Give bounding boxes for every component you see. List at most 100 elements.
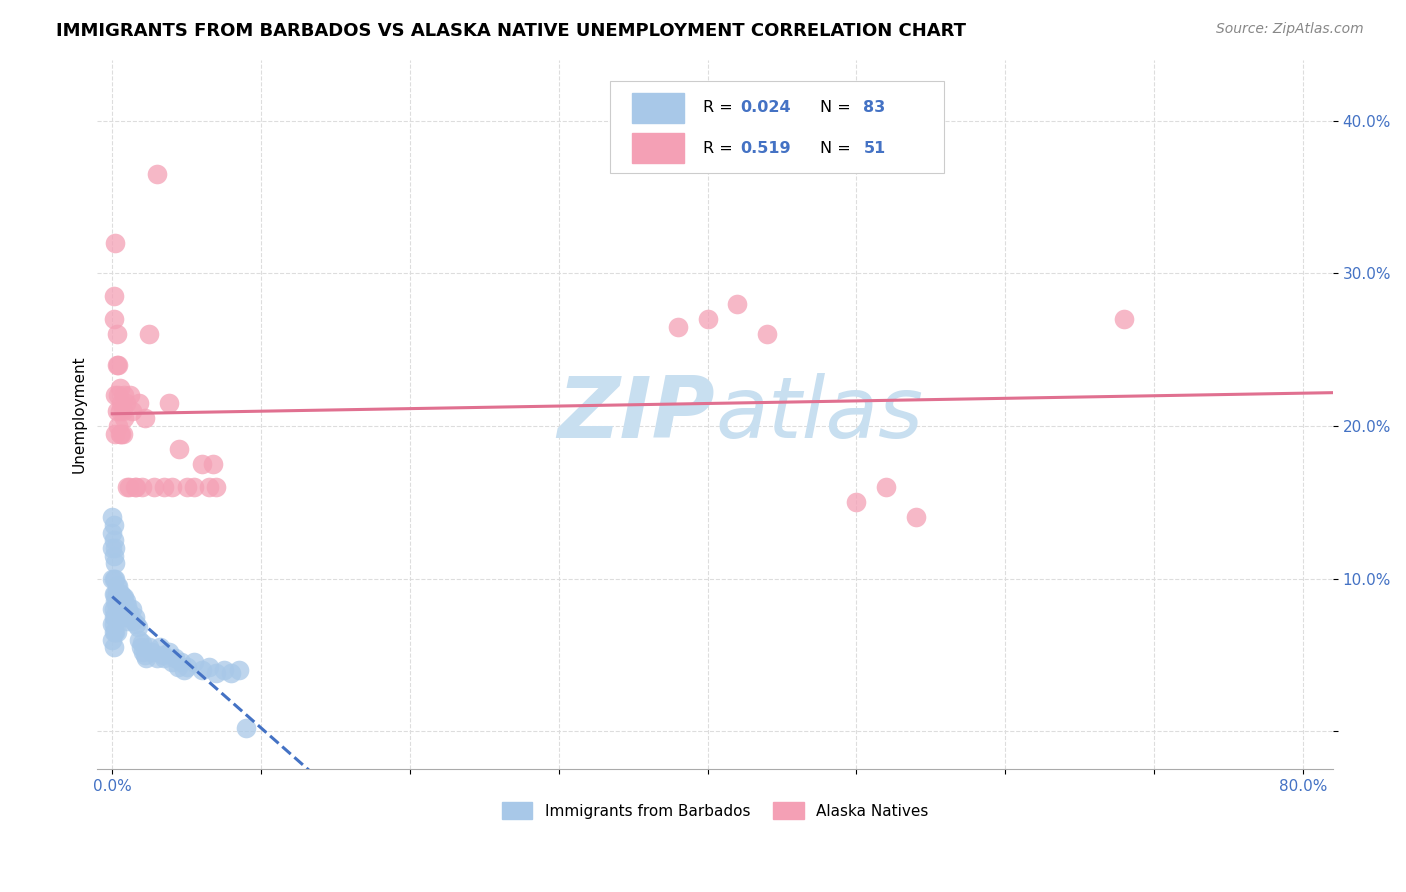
- Point: [104, 572, 127, 586]
- Point: [756, 327, 779, 342]
- FancyBboxPatch shape: [610, 81, 943, 173]
- Text: N =: N =: [820, 141, 856, 156]
- Text: R =: R =: [703, 141, 738, 156]
- Point: [105, 403, 128, 417]
- Point: [107, 594, 129, 608]
- Point: [166, 660, 188, 674]
- Point: [111, 609, 134, 624]
- Point: [205, 666, 228, 681]
- Point: [108, 609, 131, 624]
- Legend: Immigrants from Barbados, Alaska Natives: Immigrants from Barbados, Alaska Natives: [496, 796, 935, 825]
- Point: [115, 614, 138, 628]
- Point: [105, 624, 128, 639]
- Point: [110, 587, 132, 601]
- Point: [153, 651, 176, 665]
- Point: [108, 594, 131, 608]
- Point: [132, 645, 155, 659]
- Point: [107, 579, 129, 593]
- Point: [124, 609, 146, 624]
- Point: [108, 403, 131, 417]
- Point: [190, 663, 212, 677]
- Text: 0.519: 0.519: [740, 141, 790, 156]
- Point: [112, 388, 135, 402]
- Point: [103, 289, 125, 303]
- Point: [142, 480, 165, 494]
- Point: [110, 426, 132, 441]
- Point: [105, 579, 128, 593]
- Point: [101, 525, 124, 540]
- Point: [107, 418, 129, 433]
- Point: [128, 396, 150, 410]
- Point: [103, 587, 125, 601]
- Point: [103, 640, 125, 655]
- Point: [115, 599, 138, 613]
- Point: [104, 624, 127, 639]
- Text: IMMIGRANTS FROM BARBADOS VS ALASKA NATIVE UNEMPLOYMENT CORRELATION CHART: IMMIGRANTS FROM BARBADOS VS ALASKA NATIV…: [56, 22, 966, 40]
- Point: [107, 609, 129, 624]
- Point: [149, 640, 172, 655]
- Point: [170, 656, 193, 670]
- Point: [190, 457, 212, 471]
- Point: [138, 327, 160, 342]
- Point: [105, 327, 128, 342]
- Point: [131, 635, 153, 649]
- Point: [108, 587, 131, 601]
- Point: [101, 602, 124, 616]
- Point: [108, 602, 131, 616]
- Point: [107, 358, 129, 372]
- Point: [875, 480, 897, 494]
- Point: [103, 549, 125, 563]
- Point: [146, 651, 169, 665]
- Point: [105, 358, 128, 372]
- Point: [152, 648, 174, 662]
- Point: [111, 403, 134, 417]
- Point: [104, 541, 127, 555]
- Point: [103, 602, 125, 616]
- Y-axis label: Unemployment: Unemployment: [72, 356, 86, 474]
- Point: [904, 510, 927, 524]
- Point: [696, 312, 718, 326]
- Point: [101, 510, 124, 524]
- Text: ZIP: ZIP: [557, 373, 716, 456]
- Point: [141, 645, 163, 659]
- Point: [221, 666, 243, 681]
- Point: [134, 648, 156, 662]
- Point: [120, 609, 142, 624]
- Point: [135, 651, 157, 665]
- Point: [173, 663, 195, 677]
- Point: [235, 721, 257, 735]
- Point: [108, 381, 131, 395]
- Point: [124, 480, 146, 494]
- Point: [110, 396, 132, 410]
- Point: [121, 602, 143, 616]
- Point: [111, 426, 134, 441]
- Point: [167, 442, 190, 456]
- Text: 83: 83: [863, 101, 886, 115]
- Point: [103, 617, 125, 632]
- Point: [183, 656, 205, 670]
- Point: [198, 480, 221, 494]
- Point: [198, 660, 221, 674]
- Point: [1114, 312, 1136, 326]
- Point: [121, 403, 143, 417]
- Text: Source: ZipAtlas.com: Source: ZipAtlas.com: [1216, 22, 1364, 37]
- Point: [117, 605, 139, 619]
- Text: R =: R =: [703, 101, 738, 115]
- Point: [105, 594, 128, 608]
- Point: [146, 167, 169, 181]
- Point: [101, 572, 124, 586]
- Point: [112, 590, 135, 604]
- Bar: [633, 134, 685, 163]
- Point: [105, 587, 128, 601]
- Point: [111, 590, 134, 604]
- Point: [212, 663, 235, 677]
- Point: [115, 480, 138, 494]
- Point: [103, 312, 125, 326]
- Text: 0.024: 0.024: [740, 101, 790, 115]
- Point: [122, 614, 145, 628]
- Point: [127, 620, 149, 634]
- Point: [666, 319, 689, 334]
- Point: [845, 495, 868, 509]
- Point: [112, 605, 135, 619]
- Point: [176, 660, 198, 674]
